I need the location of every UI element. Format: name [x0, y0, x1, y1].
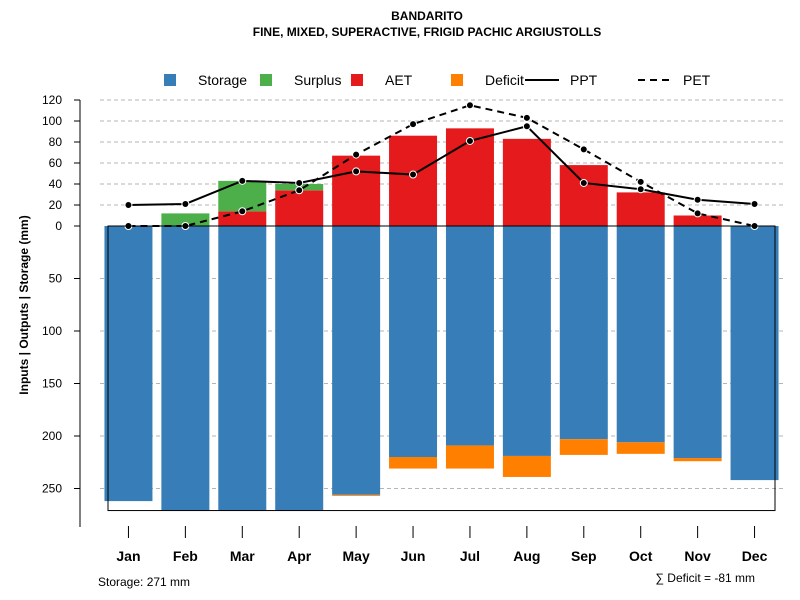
- ppt-point: [181, 199, 190, 208]
- deficit-bar-oct: [616, 442, 665, 454]
- month-label-mar: Mar: [230, 548, 255, 564]
- storage-bar-jul: [445, 226, 494, 446]
- y-tick-label: 150: [42, 377, 62, 391]
- ppt-point: [409, 170, 418, 179]
- storage-legend-swatch: [164, 74, 176, 86]
- storage-bar-may: [332, 226, 381, 495]
- month-label-jan: Jan: [116, 548, 140, 564]
- storage-bar-apr: [275, 226, 324, 511]
- pet-point: [579, 145, 588, 154]
- chart-subtitle: FINE, MIXED, SUPERACTIVE, FRIGID PACHIC …: [253, 25, 601, 39]
- aet-bar-sep: [559, 165, 608, 226]
- month-label-sep: Sep: [571, 548, 597, 564]
- y-tick-label: 200: [42, 429, 62, 443]
- pet-point: [409, 120, 418, 129]
- surplus-bar-mar: [218, 180, 267, 212]
- pet-point: [238, 207, 247, 216]
- deficit-legend-label: Deficit: [485, 72, 524, 88]
- ppt-legend-label: PPT: [570, 72, 598, 88]
- storage-legend-label: Storage: [198, 72, 247, 88]
- axes: 0 20 40 60 80 100 120 50 100 150 200 250 Jan Feb Mar Ap…: [42, 93, 776, 564]
- y-tick-label: 20: [49, 198, 63, 212]
- pet-point: [352, 150, 361, 159]
- ppt-point: [636, 185, 645, 194]
- pet-point: [465, 101, 474, 110]
- ppt-line: [128, 125, 755, 206]
- deficit-bar-nov: [673, 458, 722, 462]
- month-label-apr: Apr: [287, 548, 312, 564]
- pet-point: [522, 113, 531, 122]
- aet-bar-jun: [389, 135, 438, 226]
- deficit-footnote: ∑ Deficit = -81 mm: [655, 571, 755, 585]
- aet-bar-oct: [616, 192, 665, 226]
- month-label-oct: Oct: [629, 548, 653, 564]
- y-tick-label: 100: [42, 324, 62, 338]
- surplus-legend-swatch: [260, 74, 272, 86]
- y-tick-label: 250: [42, 482, 62, 496]
- legend: Storage Surplus AET Deficit PPT PET: [164, 72, 711, 88]
- y-tick-label: 50: [49, 272, 63, 286]
- month-label-dec: Dec: [742, 548, 768, 564]
- y-axis-label: Inputs | Outputs | Storage (mm): [17, 215, 31, 394]
- aet-bar-nov: [673, 215, 722, 226]
- series-lines: [124, 101, 759, 230]
- y-tick-label: 0: [55, 219, 62, 233]
- pet-legend-label: PET: [683, 72, 711, 88]
- gridlines: [100, 99, 783, 489]
- deficit-bar-jul: [445, 445, 494, 469]
- ppt-point: [295, 178, 304, 187]
- storage-bar-mar: [218, 226, 267, 511]
- ppt-point: [693, 195, 702, 204]
- storage-bar-jun: [389, 226, 438, 457]
- y-tick-label: 80: [49, 135, 63, 149]
- surplus-bar-feb: [161, 213, 210, 226]
- y-tick-label: 120: [42, 93, 62, 107]
- ppt-point: [579, 178, 588, 187]
- month-label-jun: Jun: [401, 548, 426, 564]
- deficit-bar-jun: [389, 457, 438, 469]
- month-label-may: May: [343, 548, 370, 564]
- aet-bar-aug: [502, 138, 551, 226]
- storage-bar-oct: [616, 226, 665, 443]
- y-tick-label: 100: [42, 114, 62, 128]
- month-label-jul: Jul: [460, 548, 480, 564]
- storage-bar-aug: [502, 226, 551, 456]
- storage-footnote: Storage: 271 mm: [98, 575, 190, 589]
- ppt-point: [124, 201, 133, 209]
- month-label-aug: Aug: [513, 548, 540, 564]
- ppt-point: [352, 167, 361, 176]
- deficit-legend-swatch: [451, 74, 463, 86]
- chart-title: BANDARITO: [391, 9, 463, 23]
- ppt-point: [750, 199, 759, 208]
- storage-bar-jan: [104, 226, 153, 502]
- storage-bar-nov: [673, 226, 722, 459]
- month-label-nov: Nov: [684, 548, 711, 564]
- pet-point: [693, 209, 702, 218]
- surplus-legend-label: Surplus: [294, 72, 341, 88]
- aet-legend-swatch: [351, 74, 363, 86]
- storage-bar-sep: [559, 226, 608, 440]
- y-tick-label: 60: [49, 156, 63, 170]
- ppt-point: [522, 122, 531, 131]
- deficit-bar-sep: [559, 439, 608, 455]
- deficit-bar-aug: [502, 455, 551, 477]
- aet-bar-mar: [218, 211, 267, 226]
- pet-line: [128, 104, 755, 227]
- deficit-bar-may: [332, 494, 381, 496]
- y-tick-label: 40: [49, 177, 63, 191]
- pet-point: [295, 186, 304, 195]
- aet-bar-may: [332, 155, 381, 226]
- bars: [104, 128, 779, 511]
- ppt-point: [465, 136, 474, 145]
- aet-legend-label: AET: [385, 72, 413, 88]
- pet-point: [636, 177, 645, 186]
- month-label-feb: Feb: [173, 548, 198, 564]
- ppt-point: [238, 176, 247, 185]
- storage-bar-feb: [161, 226, 210, 511]
- storage-bar-dec: [730, 226, 779, 481]
